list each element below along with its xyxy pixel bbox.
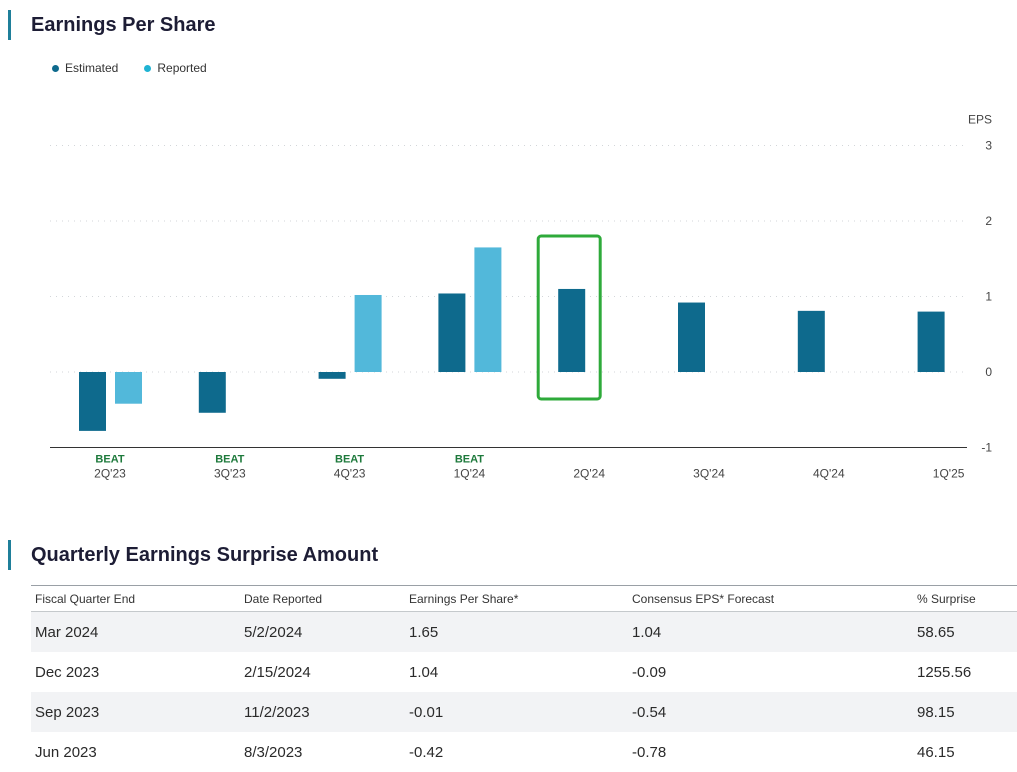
col-header-surprise: % Surprise (913, 585, 1017, 612)
bar-estimated (797, 310, 825, 372)
legend-label-reported: Reported (157, 61, 207, 75)
cell-fiscal-quarter: Dec 2023 (35, 663, 100, 681)
cell-fiscal-quarter: Sep 2023 (31, 692, 240, 732)
x-tick-label: 4Q'23 (334, 467, 366, 481)
cell-date-reported: 8/3/2023 (244, 743, 303, 761)
table-row: Jun 2023 8/3/2023 -0.42 -0.78 46.15 (31, 732, 1017, 772)
col-header-consensus: Consensus EPS* Forecast (628, 585, 913, 612)
col-header-eps: Earnings Per Share* (405, 585, 628, 612)
bar-estimated (198, 372, 226, 413)
x-tick-label: 3Q'23 (214, 467, 246, 481)
cell-date-reported: 11/2/2023 (240, 692, 405, 732)
cell-consensus: -0.54 (628, 692, 913, 732)
cell-surprise: 46.15 (917, 743, 955, 761)
eps-bar-chart: EPS3210-1BEAT2Q'23BEAT3Q'23BEAT4Q'23BEAT… (50, 113, 992, 481)
cell-surprise: 58.65 (913, 611, 1017, 652)
bar-estimated (917, 311, 945, 372)
beat-badge: BEAT (335, 454, 364, 466)
cell-consensus: 1.04 (628, 611, 913, 652)
bar-reported (474, 247, 502, 372)
col-header-fiscal-quarter: Fiscal Quarter End (31, 585, 240, 612)
y-tick-label: 0 (985, 365, 992, 379)
cell-eps: 1.65 (405, 611, 628, 652)
y-tick-label: 3 (985, 139, 992, 153)
table-row: Sep 2023 11/2/2023 -0.01 -0.54 98.15 (31, 692, 1017, 732)
legend-label-estimated: Estimated (65, 61, 119, 75)
bar-estimated (558, 288, 586, 372)
beat-badge: BEAT (215, 454, 244, 466)
cell-fiscal-quarter: Jun 2023 (35, 743, 97, 761)
legend-item-estimated[interactable]: Estimated (52, 61, 118, 75)
cell-consensus: -0.09 (632, 663, 667, 681)
cell-date-reported: 5/2/2024 (240, 611, 405, 652)
table-header-row: Fiscal Quarter End Date Reported Earning… (31, 585, 1017, 612)
cell-surprise: 1255.56 (917, 663, 972, 681)
legend-item-reported[interactable]: Reported (144, 61, 207, 75)
eps-section-title: Earnings Per Share (8, 10, 216, 40)
x-tick-label: 2Q'23 (94, 467, 126, 481)
cell-consensus: -0.78 (632, 743, 667, 761)
legend-dot-reported (144, 64, 152, 72)
cell-date-reported: 2/15/2024 (244, 663, 311, 681)
table-row: Mar 2024 5/2/2024 1.65 1.04 58.65 (31, 611, 1017, 652)
bar-estimated (678, 302, 705, 372)
col-header-date-reported: Date Reported (240, 585, 405, 612)
bar-estimated (438, 293, 466, 372)
beat-badge: BEAT (455, 454, 484, 466)
highlight-box (536, 234, 602, 401)
y-tick-label: 1 (985, 290, 992, 304)
bar-reported (354, 294, 382, 372)
y-tick-label: -1 (981, 441, 992, 455)
cell-eps: 1.04 (409, 663, 439, 681)
cell-surprise: 98.15 (913, 692, 1017, 732)
cell-eps: -0.42 (409, 743, 444, 761)
cell-fiscal-quarter: Mar 2024 (31, 611, 240, 652)
surprise-section-title: Quarterly Earnings Surprise Amount (8, 540, 378, 570)
y-tick-label: 2 (985, 214, 992, 228)
chart-legend: Estimated Reported (52, 61, 207, 75)
x-tick-label: 1Q'25 (933, 467, 965, 481)
surprise-table: Fiscal Quarter End Date Reported Earning… (31, 585, 1017, 772)
cell-eps: -0.01 (405, 692, 628, 732)
legend-dot-estimated (52, 64, 59, 72)
x-tick-label: 4Q'24 (813, 467, 845, 481)
y-axis-label: EPS (968, 113, 992, 127)
bar-estimated (318, 372, 346, 379)
x-tick-label: 1Q'24 (454, 467, 486, 481)
beat-badge: BEAT (95, 454, 124, 466)
x-tick-label: 3Q'24 (693, 467, 725, 481)
x-tick-label: 2Q'24 (573, 467, 605, 481)
table-row: Dec 2023 2/15/2024 1.04 -0.09 1255.56 (31, 652, 1017, 692)
bar-reported (115, 372, 142, 404)
bar-estimated (79, 372, 106, 431)
